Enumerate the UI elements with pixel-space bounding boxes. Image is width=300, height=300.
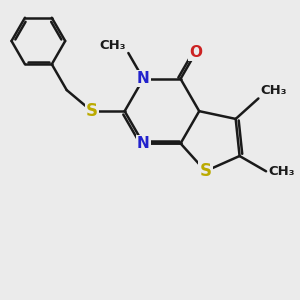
Text: CH₃: CH₃ — [268, 165, 295, 178]
Text: CH₃: CH₃ — [260, 84, 287, 98]
Text: O: O — [189, 45, 203, 60]
Text: S: S — [200, 162, 211, 180]
Text: CH₃: CH₃ — [99, 39, 126, 52]
Text: N: N — [137, 136, 150, 151]
Text: S: S — [86, 102, 98, 120]
Text: N: N — [137, 71, 150, 86]
